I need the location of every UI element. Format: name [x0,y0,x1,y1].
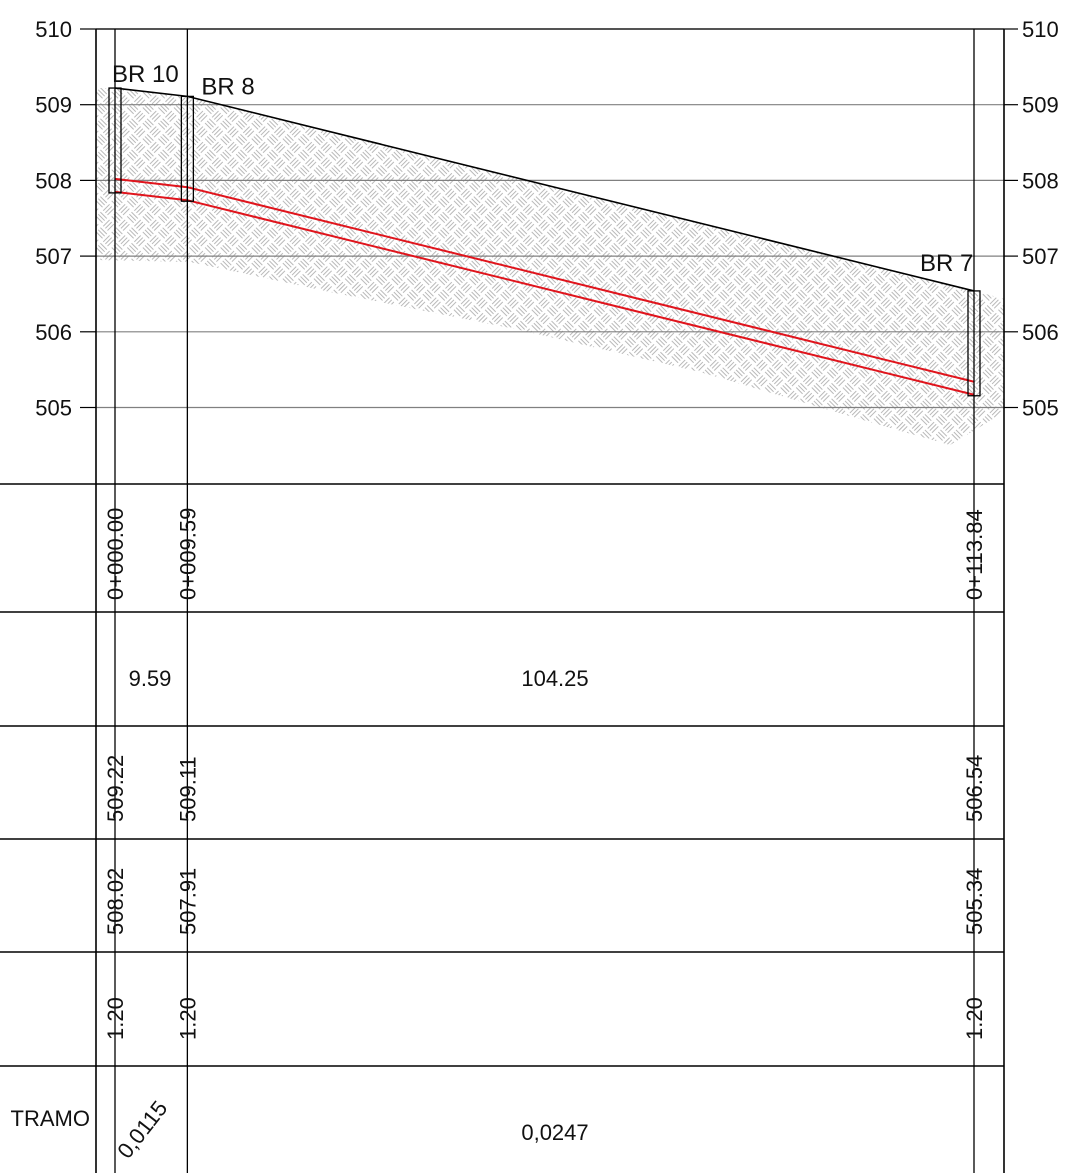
table-chainage-value: 0+000.00 [103,508,128,600]
table-invert-value: 508.02 [103,868,128,935]
table-segment-slope: 0,0247 [521,1120,588,1145]
soil-hatch-area [96,88,1004,446]
data-table [0,483,1004,1067]
labels: 510 510 509 509 508 508 507 507 506 506 505 505 BR 1… [11,17,1059,1163]
elevation-tick-right: 506 [1022,320,1059,345]
table-depth-value: 1.20 [175,997,200,1040]
elevation-tick-left: 505 [35,396,72,421]
elevation-tick-right: 507 [1022,244,1059,269]
manhole-name-label: BR 8 [201,73,254,100]
table-segment-length: 104.25 [521,666,588,691]
profile-frame [95,28,1005,1173]
table-ground-value: 509.22 [103,755,128,822]
manhole-name-label: BR 10 [112,61,179,88]
table-chainage-value: 0+113.84 [962,509,987,600]
manholes [108,29,981,1173]
table-ground-value: 509.11 [175,756,200,822]
manhole-name-label: BR 7 [920,250,973,277]
elevation-tick-right: 505 [1022,396,1059,421]
elevation-tick-right: 509 [1022,93,1059,118]
elevation-tick-right: 508 [1022,168,1059,193]
elevation-tick-right: 510 [1022,17,1059,42]
elevation-tick-left: 508 [35,168,72,193]
table-depth-value: 1.20 [962,997,987,1040]
table-row-label: TRAMO [11,1106,90,1131]
elevation-tick-left: 506 [35,320,72,345]
table-chainage-value: 0+009.59 [175,508,200,600]
soil-hatch-fill [96,88,1004,446]
table-ground-value: 506.54 [962,755,987,822]
table-segment-length: 9.59 [129,666,172,691]
elevation-tick-left: 507 [35,244,72,269]
table-segment-slope: 0,0115 [112,1096,172,1163]
table-invert-value: 507.91 [175,868,200,935]
table-depth-value: 1.20 [103,997,128,1040]
elevation-tick-left: 509 [35,93,72,118]
elevation-tick-left: 510 [35,17,72,42]
table-invert-value: 505.34 [962,868,987,935]
